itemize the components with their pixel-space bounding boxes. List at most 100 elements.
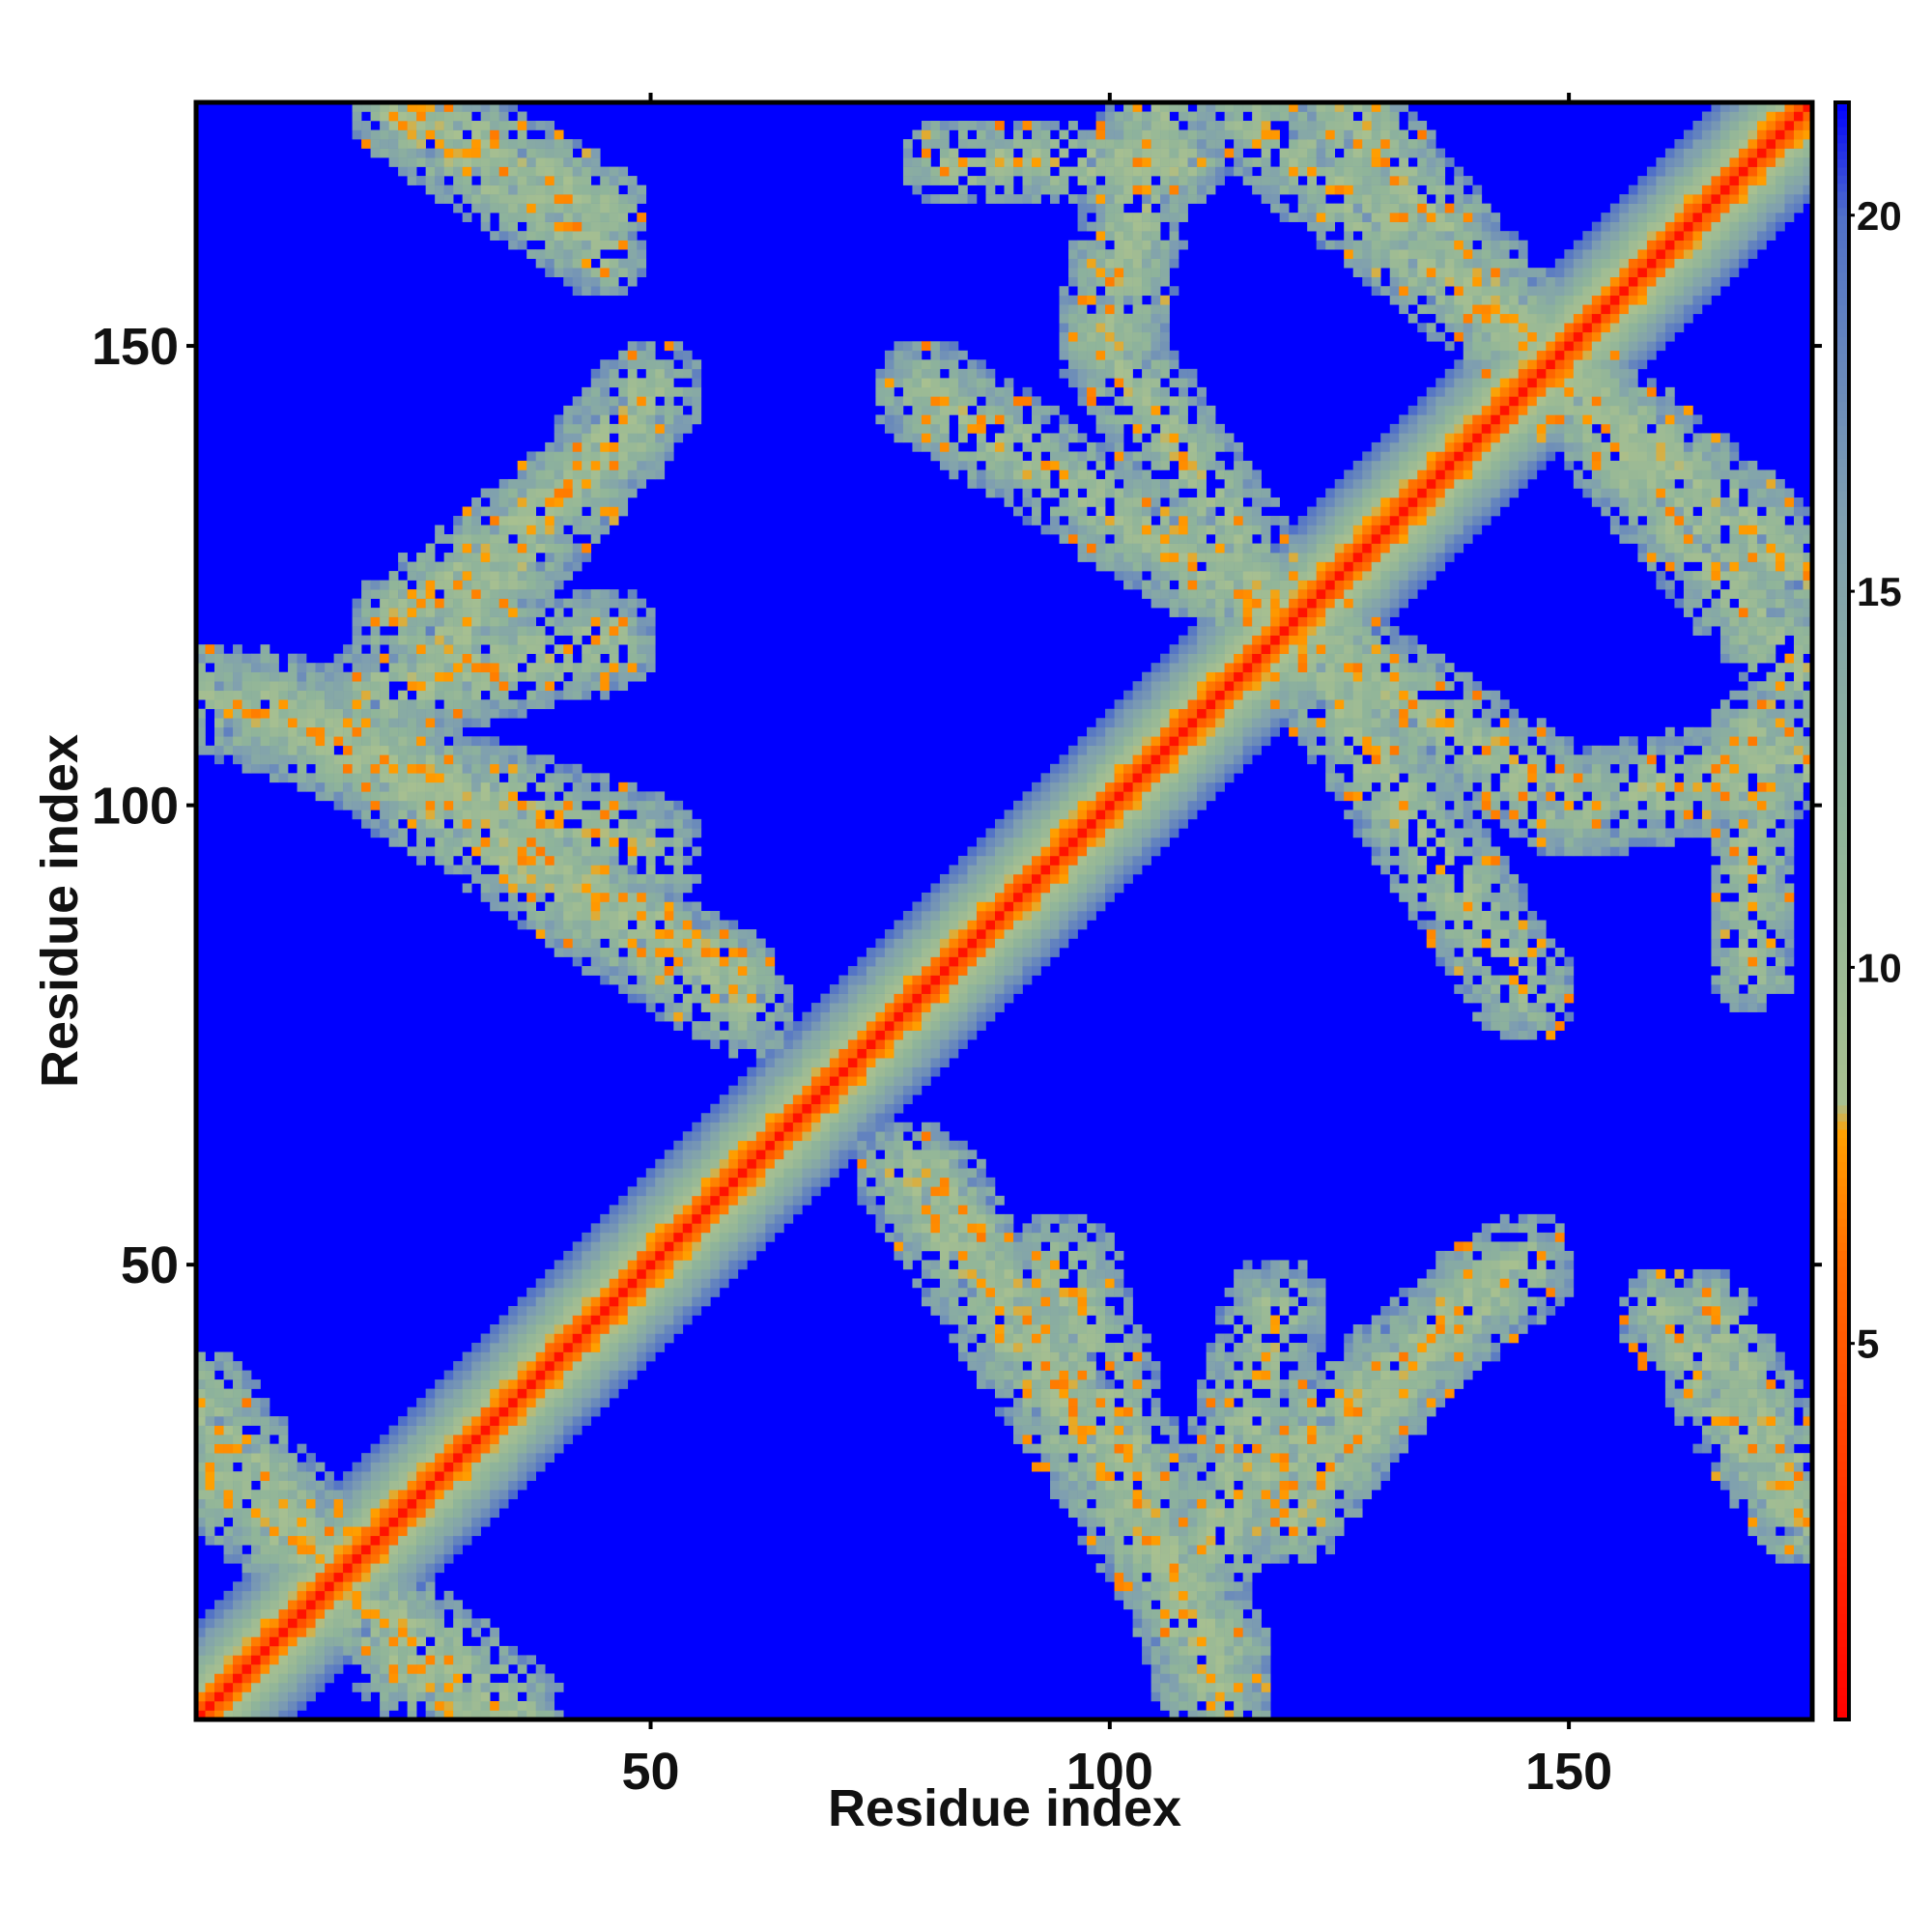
heatmap-cell: [802, 1113, 811, 1122]
heatmap-cell: [426, 1691, 436, 1701]
heatmap-cell: [471, 1683, 481, 1692]
heatmap-cell: [610, 451, 619, 461]
heatmap-cell: [765, 976, 775, 985]
heatmap-cell: [398, 1481, 408, 1491]
heatmap-cell: [628, 378, 638, 387]
heatmap-cell: [1023, 819, 1033, 829]
heatmap-cell: [536, 819, 546, 829]
heatmap-cell: [518, 581, 527, 590]
heatmap-cell: [463, 626, 472, 636]
heatmap-cell: [637, 883, 646, 893]
heatmap-cell: [214, 1463, 224, 1472]
heatmap-cell: [545, 139, 554, 149]
heatmap-cell: [334, 764, 344, 774]
heatmap-cell: [435, 754, 444, 764]
heatmap-cell: [930, 921, 940, 930]
heatmap-cell: [995, 149, 1005, 158]
heatmap-cell: [563, 883, 573, 893]
heatmap-cell: [573, 488, 582, 497]
heatmap-cell: [720, 1150, 729, 1159]
heatmap-cell: [325, 1673, 334, 1683]
heatmap-cell: [408, 654, 417, 664]
heatmap-cell: [922, 911, 931, 921]
heatmap-cell: [985, 1012, 995, 1022]
heatmap-cell: [435, 526, 444, 535]
heatmap-cell: [922, 1296, 931, 1306]
heatmap-cell: [508, 553, 518, 562]
heatmap-cell: [380, 681, 389, 691]
heatmap-cell: [1013, 1398, 1023, 1407]
heatmap-cell: [600, 672, 610, 682]
heatmap-cell: [930, 1260, 940, 1269]
heatmap-cell: [958, 157, 968, 167]
heatmap-cell: [499, 130, 509, 140]
heatmap-cell: [949, 194, 958, 204]
heatmap-cell: [958, 194, 968, 204]
heatmap-cell: [416, 1490, 426, 1499]
heatmap-cell: [463, 644, 472, 654]
heatmap-cell: [811, 1186, 821, 1196]
heatmap-cell: [903, 984, 913, 994]
heatmap-cell: [298, 736, 307, 746]
heatmap-cell: [536, 654, 546, 664]
heatmap-cell: [463, 773, 472, 782]
heatmap-cell: [903, 1141, 913, 1151]
heatmap-cell: [683, 1186, 693, 1196]
heatmap-cell: [306, 1628, 316, 1637]
heatmap-cell: [444, 672, 454, 682]
heatmap-cell: [628, 222, 638, 232]
heatmap-cell: [471, 1361, 481, 1371]
heatmap-cell: [1005, 1416, 1014, 1426]
heatmap-cell: [316, 672, 326, 682]
heatmap-cell: [298, 764, 307, 774]
heatmap-cell: [288, 691, 298, 700]
heatmap-cell: [985, 396, 995, 406]
heatmap-cell: [444, 185, 454, 195]
heatmap-cell: [270, 1628, 279, 1637]
heatmap-cell: [618, 1223, 628, 1233]
heatmap-cell: [389, 1453, 399, 1463]
heatmap-cell: [885, 1076, 895, 1086]
heatmap-cell: [408, 149, 417, 158]
heatmap-cell: [481, 1673, 491, 1683]
heatmap-cell: [903, 359, 913, 369]
heatmap-cell: [885, 994, 895, 1004]
heatmap-cell: [728, 1049, 738, 1059]
heatmap-cell: [499, 1490, 509, 1499]
heatmap-cell: [508, 544, 518, 554]
heatmap-cell: [481, 121, 491, 130]
heatmap-cell: [518, 1398, 527, 1407]
heatmap-cell: [398, 1444, 408, 1454]
heatmap-cell: [885, 1141, 895, 1151]
heatmap-cell: [545, 1426, 554, 1435]
heatmap-cell: [426, 1600, 436, 1609]
heatmap-cell: [637, 1186, 646, 1196]
heatmap-cell: [353, 1481, 362, 1491]
heatmap-cell: [453, 176, 463, 185]
heatmap-cell: [426, 681, 436, 691]
heatmap-cell: [1013, 1288, 1023, 1297]
heatmap-cell: [481, 856, 491, 866]
heatmap-cell: [747, 957, 756, 967]
heatmap-cell: [894, 1141, 903, 1151]
heatmap-cell: [490, 589, 499, 599]
heatmap-cell: [655, 1306, 665, 1316]
heatmap-cell: [353, 654, 362, 664]
heatmap-cell: [206, 1628, 215, 1637]
heatmap-cell: [251, 1581, 261, 1591]
heatmap-cell: [977, 424, 986, 434]
heatmap-cell: [279, 1636, 289, 1646]
heatmap-cell: [1005, 167, 1014, 177]
heatmap-cell: [563, 571, 573, 581]
heatmap-cell: [371, 1646, 381, 1656]
heatmap-cell: [444, 663, 454, 672]
heatmap-cell: [747, 994, 756, 1004]
heatmap-cell: [306, 1581, 316, 1591]
heatmap-cell: [233, 727, 242, 737]
heatmap-cell: [224, 1655, 234, 1664]
heatmap-cell: [958, 994, 968, 1004]
heatmap-cell: [526, 599, 536, 609]
heatmap-cell: [728, 1269, 738, 1279]
heatmap-cell: [894, 378, 903, 387]
heatmap-cell: [279, 1554, 289, 1564]
